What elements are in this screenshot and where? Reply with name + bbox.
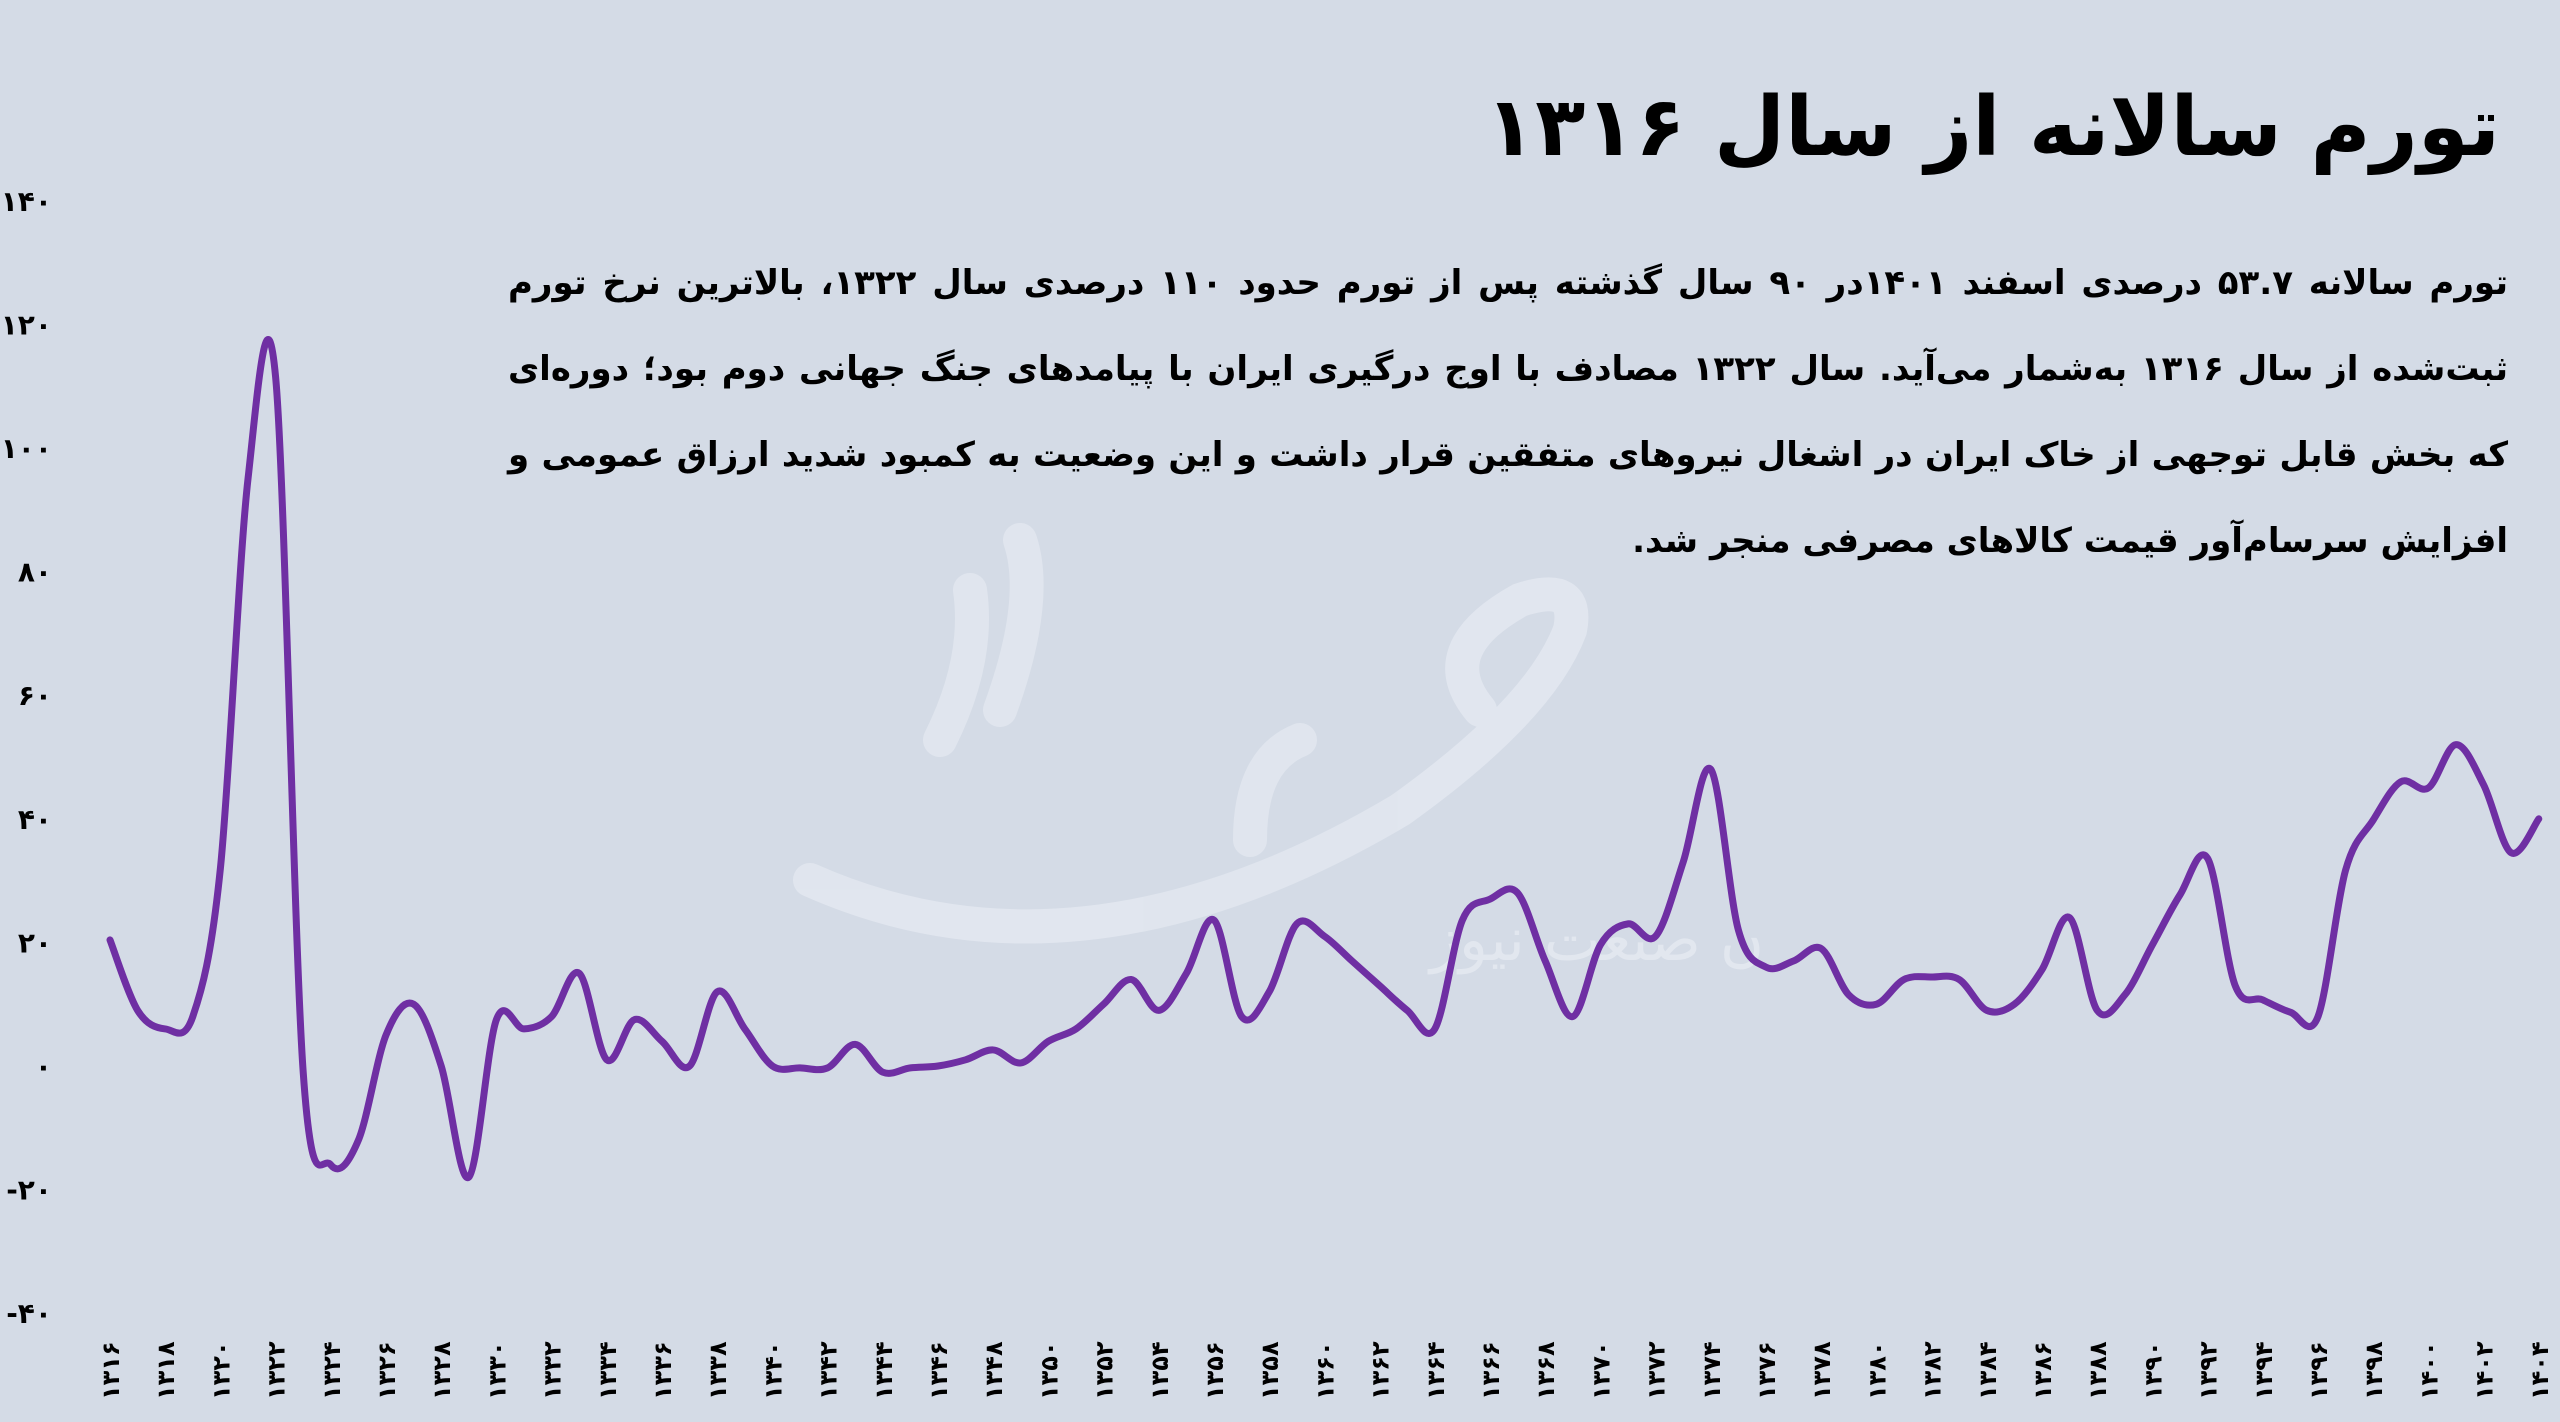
x-tick-label: ۱۳۵۸ bbox=[1256, 1341, 1284, 1400]
x-tick-label: ۱۳۹۶ bbox=[2305, 1341, 2333, 1400]
y-tick-label: ۱۲۰ bbox=[1, 308, 52, 341]
x-tick-label: ۱۳۸۰ bbox=[1863, 1341, 1891, 1400]
x-tick-label: ۱۳۲۴ bbox=[318, 1341, 346, 1400]
x-axis: ۱۳۱۶ ۱۳۱۸ ۱۳۲۰ ۱۳۲۲ ۱۳۲۴ ۱۳۲۶ ۱۳۲۸ ۱۳۳۰ ۱۳۳۲ ۱۳۳۴… bbox=[97, 1341, 2554, 1400]
x-tick-label: ۱۳۵۴ bbox=[1146, 1341, 1174, 1400]
x-tick-label: ۱۳۹۸ bbox=[2360, 1341, 2388, 1400]
x-tick-label: ۱۳۵۰ bbox=[1035, 1341, 1063, 1400]
x-tick-label: ۱۳۳۴ bbox=[594, 1341, 622, 1400]
y-tick-label: -۴۰ bbox=[6, 1297, 52, 1330]
x-tick-label: ۱۳۵۶ bbox=[1201, 1341, 1229, 1400]
x-tick-label: ۱۳۵۲ bbox=[1091, 1341, 1119, 1400]
x-tick-label: ۱۳۲۲ bbox=[263, 1341, 291, 1400]
x-tick-label: ۱۳۴۲ bbox=[815, 1341, 843, 1400]
x-tick-label: ۱۳۲۸ bbox=[428, 1341, 456, 1400]
x-tick-label: ۱۳۴۶ bbox=[925, 1341, 953, 1400]
y-tick-label: ۴۰ bbox=[18, 803, 52, 836]
x-tick-label: ۱۳۲۶ bbox=[373, 1341, 401, 1400]
y-tick-label: ۱۰۰ bbox=[1, 432, 52, 465]
x-tick-label: ۱۳۹۴ bbox=[2250, 1341, 2278, 1400]
x-tick-label: ۱۳۶۸ bbox=[1532, 1341, 1560, 1400]
x-tick-label: ۱۳۱۶ bbox=[97, 1341, 125, 1400]
x-tick-label: ۱۴۰۴ bbox=[2526, 1341, 2554, 1400]
y-tick-label: ۶۰ bbox=[18, 679, 52, 712]
x-tick-label: ۱۳۶۶ bbox=[1477, 1341, 1505, 1400]
x-tick-label: ۱۳۳۲ bbox=[539, 1341, 567, 1400]
x-tick-label: ۱۳۶۴ bbox=[1422, 1341, 1450, 1400]
y-tick-label: -۲۰ bbox=[6, 1174, 52, 1207]
x-tick-label: ۱۳۶۲ bbox=[1367, 1341, 1395, 1400]
x-tick-label: ۱۳۶۰ bbox=[1311, 1341, 1339, 1400]
x-tick-label: ۱۴۰۰ bbox=[2415, 1341, 2443, 1400]
x-tick-label: ۱۳۹۲ bbox=[2195, 1341, 2223, 1400]
x-tick-label: ۱۳۴۰ bbox=[759, 1341, 787, 1400]
y-tick-label: ۲۰ bbox=[18, 926, 52, 959]
chart-title: تورم سالانه از سال ۱۳۱۶ bbox=[1485, 80, 2500, 175]
x-tick-label: ۱۳۷۶ bbox=[1753, 1341, 1781, 1400]
x-tick-label: ۱۳۷۸ bbox=[1808, 1341, 1836, 1400]
x-tick-label: ۱۳۸۸ bbox=[2084, 1341, 2112, 1400]
chart-description: تورم سالانه ۵۳.۷ درصدی اسفند ۱۴۰۱در ۹۰ س… bbox=[508, 263, 2509, 561]
x-tick-label: ۱۳۷۴ bbox=[1698, 1341, 1726, 1400]
y-tick-label: ۱۴۰ bbox=[1, 185, 52, 218]
y-axis: ۱۴۰ ۱۲۰ ۱۰۰ ۸۰ ۶۰ ۴۰ ۲۰ ۰ -۲۰ -۴۰ bbox=[1, 185, 52, 1330]
y-tick-label: ۰ bbox=[35, 1050, 52, 1083]
inflation-line bbox=[106, 335, 2543, 1181]
x-tick-label: ۱۳۹۰ bbox=[2139, 1341, 2167, 1400]
y-tick-label: ۸۰ bbox=[18, 556, 52, 589]
x-tick-label: ۱۳۴۴ bbox=[870, 1341, 898, 1400]
x-tick-label: ۱۳۳۶ bbox=[649, 1341, 677, 1400]
x-tick-label: ۱۳۱۸ bbox=[152, 1341, 180, 1400]
x-tick-label: ۱۴۰۲ bbox=[2471, 1341, 2499, 1400]
x-tick-label: ۱۳۲۰ bbox=[207, 1341, 235, 1400]
x-tick-label: ۱۳۸۲ bbox=[1919, 1341, 1947, 1400]
x-tick-label: ۱۳۳۰ bbox=[483, 1341, 511, 1400]
x-tick-label: ۱۳۸۶ bbox=[2029, 1341, 2057, 1400]
x-tick-label: ۱۳۸۴ bbox=[1974, 1341, 2002, 1400]
x-tick-label: ۱۳۷۲ bbox=[1643, 1341, 1671, 1400]
x-tick-label: ۱۳۴۸ bbox=[980, 1341, 1008, 1400]
x-tick-label: ۱۳۳۸ bbox=[704, 1341, 732, 1400]
x-tick-label: ۱۳۷۰ bbox=[1587, 1341, 1615, 1400]
